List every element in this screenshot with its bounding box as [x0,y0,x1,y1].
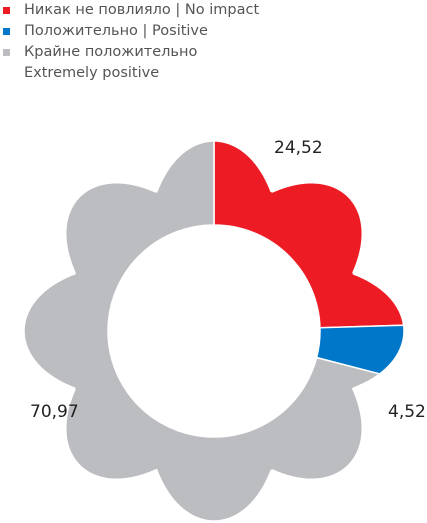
legend-label: Никак не повлияло | No impact [24,2,260,18]
legend-item: Положительно | Positive [0,21,259,42]
legend-item: Крайне положительно Extremely positive [0,42,259,84]
legend: Никак не повлияло | No impact Положительн… [0,0,259,84]
pie-slice [213,140,405,329]
pie-slice [23,140,382,522]
legend-label: Крайне положительно Extremely positive [24,44,198,81]
legend-swatch [3,7,10,14]
value-label: 24,52 [274,138,323,158]
legend-swatch [3,28,10,35]
legend-label: Положительно | Positive [24,23,208,39]
legend-swatch [3,49,10,56]
legend-item: Никак не повлияло | No impact [0,0,259,21]
value-label: 4,52 [388,402,426,422]
value-label: 70,97 [30,402,79,422]
